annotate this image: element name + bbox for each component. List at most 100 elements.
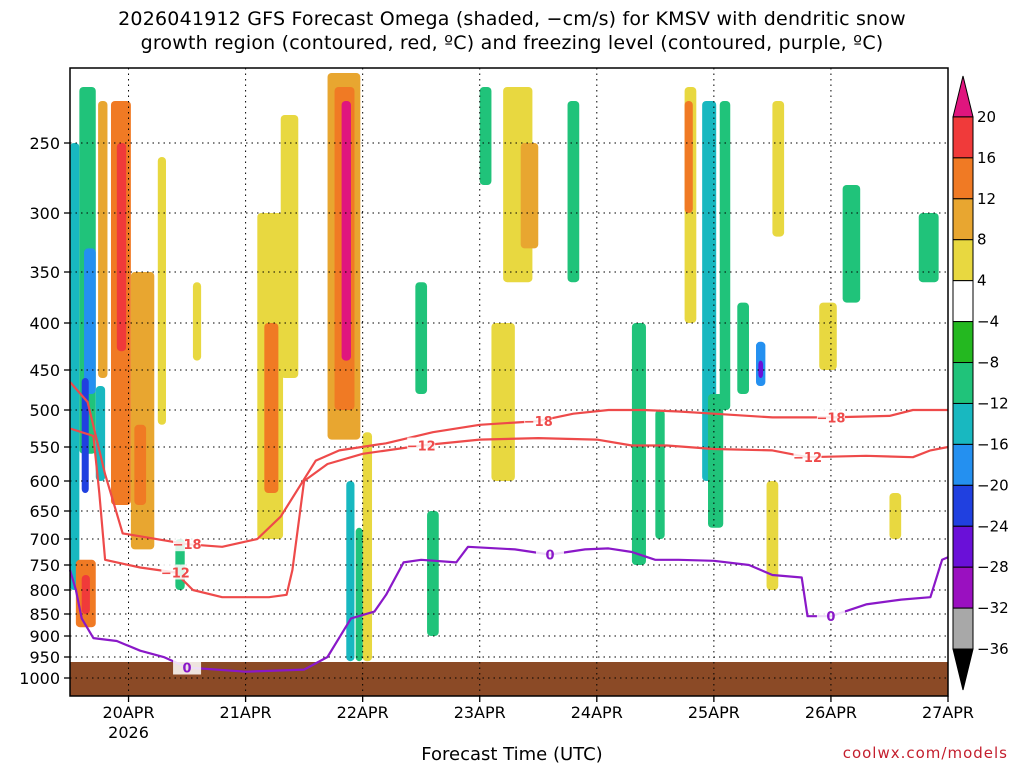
y-tick-label: 500 <box>29 401 60 420</box>
contour-label: −18 <box>524 415 553 430</box>
contour-label: 0 <box>826 610 835 625</box>
omega-cell <box>684 101 693 213</box>
colorbar-swatch <box>952 239 974 282</box>
contour-label-bg <box>161 564 190 580</box>
contour-line <box>68 545 949 673</box>
colorbar-label: 8 <box>977 231 987 249</box>
plot-frame <box>69 67 949 697</box>
contour-label: −12 <box>161 567 190 582</box>
omega-cell <box>280 115 299 378</box>
x-tick-year: 2026 <box>108 723 149 742</box>
contour-label: 0 <box>545 549 554 564</box>
omega-cell <box>772 101 785 237</box>
y-axis-ticks: 250 300 350 400 450 500 550 600 650 700 750 800 850 9… <box>19 134 70 688</box>
contour-label: −12 <box>407 440 436 455</box>
colorbar-swatch <box>952 362 974 404</box>
contour-label-bg <box>407 437 436 453</box>
x-tick-label: 23APR <box>454 703 506 722</box>
omega-cell <box>415 282 428 394</box>
omega-cell <box>362 432 373 662</box>
y-tick-label: 700 <box>29 530 60 549</box>
y-tick-label: 350 <box>29 263 60 282</box>
chart-title-line1: 2026041912 GFS Forecast Omega (shaded, −… <box>118 8 906 30</box>
omega-cell <box>98 101 108 378</box>
contour-label-bg <box>816 409 845 425</box>
y-tick-label: 850 <box>29 605 60 624</box>
colorbar-label: −28 <box>977 558 1009 576</box>
colorbar-label: 4 <box>977 272 987 290</box>
colorbar-swatch <box>952 321 974 364</box>
omega-cell <box>479 87 492 185</box>
y-tick-label: 600 <box>29 472 60 491</box>
colorbar-swatch <box>952 280 974 323</box>
colorbar-swatch <box>952 157 974 200</box>
contour-label-bg <box>816 608 845 624</box>
y-tick-label: 900 <box>29 627 60 646</box>
colorbar: 20 16 12 8 4 −4 −8 −12 −16 −20 −24 −28 −32 −36 <box>952 75 1009 691</box>
omega-cell <box>758 360 764 378</box>
colorbar-label: −8 <box>977 354 999 372</box>
x-tick-label: 26APR <box>805 703 857 722</box>
x-tick-label: 22APR <box>337 703 389 722</box>
ground-surface <box>70 662 948 696</box>
colorbar-swatch <box>952 402 974 445</box>
x-axis-label: Forecast Time (UTC) <box>421 744 603 765</box>
colorbar-label: −20 <box>977 476 1009 494</box>
y-tick-label: 550 <box>29 438 60 457</box>
colorbar-swatch <box>952 116 974 159</box>
grid-layer <box>70 68 949 696</box>
omega-cell <box>719 101 731 410</box>
colorbar-label: 20 <box>977 108 996 126</box>
omega-cell <box>427 511 439 636</box>
colorbar-bottom-arrow <box>952 648 974 691</box>
x-tick-label: 20APR <box>102 703 154 722</box>
omega-cell <box>631 323 646 565</box>
omega-cell <box>130 272 155 550</box>
contour-label: 0 <box>183 662 192 677</box>
colorbar-label: −32 <box>977 599 1009 617</box>
omega-cell <box>491 323 515 481</box>
y-tick-label: 800 <box>29 581 60 600</box>
omega-cell <box>737 302 749 394</box>
omega-cell <box>655 410 665 539</box>
colorbar-label: −24 <box>977 517 1009 535</box>
x-tick-label: 24APR <box>571 703 623 722</box>
colorbar-swatch <box>952 566 974 609</box>
contour-label: −18 <box>173 538 202 553</box>
omega-cell <box>889 493 902 539</box>
omega-cell <box>567 101 580 283</box>
y-tick-label: 1000 <box>19 669 60 688</box>
y-tick-label: 950 <box>29 648 60 667</box>
omega-cell <box>708 394 724 528</box>
x-tick-label: 25APR <box>688 703 740 722</box>
contour-label-bg <box>173 536 202 552</box>
omega-cell <box>81 378 89 493</box>
omega-cell <box>842 185 861 303</box>
x-tick-label: 27APR <box>922 703 974 722</box>
omega-cell <box>70 143 80 590</box>
colorbar-swatch <box>952 443 974 486</box>
omega-cell <box>134 424 147 505</box>
y-tick-label: 400 <box>29 314 60 333</box>
credit-text: coolwx.com/models <box>842 744 1008 762</box>
omega-cell <box>192 282 202 361</box>
colorbar-swatch <box>952 484 974 527</box>
contour-label-bg <box>535 546 564 562</box>
omega-cell <box>341 101 351 361</box>
colorbar-label: 12 <box>977 190 996 208</box>
chart-title-line2: growth region (contoured, red, ºC) and f… <box>140 32 884 54</box>
colorbar-label: −12 <box>977 394 1009 412</box>
omega-cell <box>84 248 96 394</box>
omega-cell <box>355 527 363 662</box>
contour-layer: −18 −18 −18 −12 −12 −12 0 0 0 <box>68 381 949 677</box>
colorbar-label: −4 <box>977 313 999 331</box>
colorbar-label: −36 <box>977 640 1009 658</box>
contour-label: −18 <box>816 411 845 426</box>
omega-shading-layer <box>70 73 939 662</box>
omega-cell <box>520 143 539 249</box>
y-tick-label: 650 <box>29 502 60 521</box>
y-tick-label: 300 <box>29 204 60 223</box>
contour-label: −12 <box>793 451 822 466</box>
omega-cell <box>819 302 837 370</box>
